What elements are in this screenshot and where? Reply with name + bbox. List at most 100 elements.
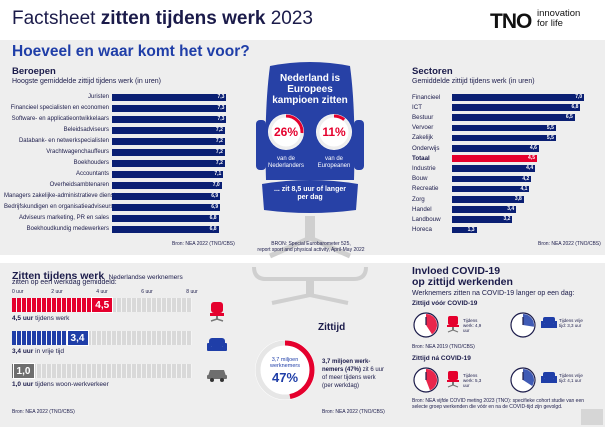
nl-percentage: 26%	[273, 125, 299, 139]
sector-label: Totaal	[412, 154, 430, 162]
sector-bar: 1,3	[452, 226, 477, 234]
clock-na-work-icon	[413, 367, 439, 393]
zittijd-source: Bron: NEA 2022 (TNO/CBS)	[322, 409, 385, 415]
sector-bar: 3,8	[452, 196, 524, 203]
sector-bar: 7,0	[452, 94, 585, 101]
sector-bar: 3,2	[452, 216, 513, 223]
sector-bar: 4,6	[452, 145, 539, 152]
covid-na-free-text: Tijdens vrije tijd: 4,1 uur	[559, 373, 583, 383]
sector-row: Recreatie 4,1	[404, 184, 588, 194]
nl-label: van de Nederlanders	[267, 156, 305, 169]
section-question: Hoeveel en waar komt het voor?	[12, 43, 250, 60]
beroepen-title: Beroepen	[12, 66, 56, 77]
eu-percentage: 11%	[322, 125, 346, 139]
time-badge: 1,0	[12, 363, 35, 379]
sectoren-chart: Financieel 7,0 ICT 6,8 Bestuur 6,5 Vervoer 5,5 Z…	[404, 92, 600, 242]
beroep-label: Accountants	[75, 171, 109, 177]
sector-label: Handel	[412, 205, 432, 213]
sector-row: Bestuur 6,5	[404, 112, 588, 122]
beroep-bar: 6,9	[112, 204, 221, 211]
sector-row: Onderwijs 4,6	[404, 143, 588, 153]
sector-row: Financieel 7,0	[404, 92, 588, 102]
sector-label: ICT	[412, 103, 422, 111]
covid-voor-free-text: Tijdens vrije tijd: 3,3 uur	[559, 318, 583, 328]
covid-voor-work-text: Tijdens werk: 4,9 uur	[463, 318, 482, 333]
zitten-heading: Zitten tijdens werk Nederlandse werkneme…	[12, 270, 183, 282]
sectoren-title: Sectoren	[412, 66, 453, 77]
time-row-label: 4,5 uur tijdens werk	[12, 315, 70, 322]
sector-label: Bouw	[412, 175, 428, 183]
time-axis-label: 0 uur	[12, 289, 24, 295]
time-axis-label: 8 uur	[186, 289, 198, 295]
sector-label: Bestuur	[412, 113, 434, 121]
time-axis-label: 2 uur	[51, 289, 63, 295]
sector-bar: 5,5	[452, 134, 556, 142]
clock-sector	[523, 369, 534, 386]
armchair-icon	[207, 338, 227, 351]
beroep-row: Boekhouders 7,2	[4, 158, 228, 169]
eu-donut	[316, 114, 352, 150]
beroep-bar: 7,3	[112, 116, 227, 123]
zittijd-percentage: 47%	[271, 370, 299, 385]
sector-bar: 6,8	[452, 104, 581, 111]
sector-bar: 4,2	[452, 175, 532, 183]
covid-na-source: Bron: NEA vijfde COVID meting 2023 (TNO)…	[412, 398, 585, 410]
beroep-label: Beleidsadviseurs	[63, 127, 109, 133]
beroep-bar: 7,3	[112, 94, 227, 101]
center-headline: Nederland is Europees kampioen zitten	[272, 73, 348, 106]
office-chair-icon	[210, 302, 224, 322]
beroep-row: Software- en applicatieontwikkelaars 7,3	[4, 114, 228, 125]
car-icon	[207, 370, 227, 382]
beroep-bar: 7,2	[112, 160, 225, 167]
office-chair-voor-icon	[447, 316, 459, 333]
clock-sector	[523, 314, 534, 327]
zittijd-donut-caption: 3,7 miljoen werknemers	[270, 357, 300, 369]
beroep-label: Bedrijfskundigen en organisatieadviseurs	[4, 204, 114, 210]
clock-na-free-icon	[510, 367, 536, 393]
time-axis-label: 6 uur	[141, 289, 153, 295]
beroep-bar: 6,8	[112, 226, 219, 233]
beroep-label: Boekhoudkundig medewerkers	[26, 226, 109, 232]
sector-bar: 5,5	[452, 124, 556, 132]
time-row-label: 3,4 uur in vrije tijd	[12, 348, 65, 355]
sector-row: Horeca 1,3	[404, 225, 588, 235]
tno-logo: TNO	[490, 10, 532, 33]
time-track	[12, 364, 192, 378]
zitten-subtitle: zitten op een werkdag gemiddeld:	[12, 279, 117, 286]
beroep-label: Juristen	[87, 94, 109, 100]
sector-bar: 4,1	[452, 185, 530, 193]
logo-tagline: innovation for life	[537, 8, 581, 29]
zittijd-text: 3,7 miljoen werk- nemers (47%) zit 6 uur…	[322, 359, 385, 389]
clock-sector	[426, 314, 437, 335]
sector-label: Vervoer	[412, 124, 434, 132]
sector-label: Recreatie	[412, 185, 439, 193]
covid-title: Invloed COVID-19 op zittijd werkenden	[412, 265, 513, 288]
armchair-na-icon	[541, 372, 557, 383]
beroep-bar: 7,3	[112, 105, 227, 112]
clock-sector	[426, 369, 437, 391]
sector-label: Industrie	[412, 164, 436, 172]
beroep-row: Managers zakelijke-administratieve diens…	[4, 191, 228, 202]
beroepen-chart: Juristen 7,3 Financieel specialisten en ec…	[4, 92, 230, 242]
beroep-row: Adviseurs marketing, PR en sales 6,8	[4, 213, 228, 224]
zitten-source: Bron: NEA 2022 (TNO/CBS)	[12, 409, 75, 415]
beroep-row: Vrachtwagenchauffeurs 7,2	[4, 147, 228, 158]
sector-bar: 6,5	[452, 114, 575, 121]
sector-row: Vervoer 5,5	[404, 123, 588, 133]
beroep-bar: 7,1	[112, 171, 224, 178]
beroep-bar: 6,8	[112, 215, 219, 222]
page-corner-marker	[581, 409, 603, 425]
office-chair-illustration	[256, 62, 364, 259]
sector-row: Industrie 4,4	[404, 163, 588, 173]
beroep-bar: 7,0	[112, 182, 222, 189]
office-chair-na-icon	[447, 371, 459, 388]
sectoren-subtitle: Gemiddelde zittijd tijdens werk (in uren…	[412, 78, 535, 85]
time-badge: 3,4	[66, 330, 89, 346]
sector-label: Zorg	[412, 195, 425, 203]
sector-label: Horeca	[412, 226, 432, 234]
center-bottom-text: ... zit 8,5 uur of langer per dag	[274, 186, 346, 201]
beroep-bar: 7,2	[112, 149, 225, 156]
sector-label: Zakelijk	[412, 134, 433, 142]
covid-na-title: Zittijd ná COVID-19	[412, 355, 471, 362]
zittijd-title: Zittijd	[318, 322, 346, 333]
